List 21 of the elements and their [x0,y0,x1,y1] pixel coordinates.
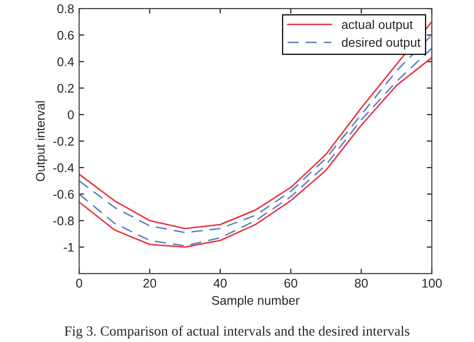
y-tick-label: -0.6 [53,190,74,199]
y-tick-label: 0.4 [57,57,74,66]
x-tick-label: 60 [284,278,298,288]
x-tick-label: 80 [354,278,368,288]
x-tick-label: 0 [76,278,82,288]
y-tick-label: 0.8 [57,4,74,14]
y-tick-label: 0 [68,110,74,120]
y-tick-label: -1 [64,243,74,252]
x-tick-label: 40 [214,278,227,288]
y-tick-label: -0.8 [53,216,74,226]
legend-label: desired output [342,38,420,50]
y-axis-title: Output interval [36,101,48,182]
x-tick-label: 20 [143,278,156,288]
y-tick-label: 0.2 [57,84,74,93]
x-axis-title: Sample number [212,296,300,308]
caption: Fig 3. Comparison of actual intervals and the desired intervals [64,326,410,339]
y-tick-label: -0.4 [53,163,74,172]
y-tick-label: 0.6 [57,30,74,40]
y-tick-label: -0.2 [53,136,74,146]
x-tick-label: 100 [422,278,442,288]
legend-label: actual output [342,20,413,32]
